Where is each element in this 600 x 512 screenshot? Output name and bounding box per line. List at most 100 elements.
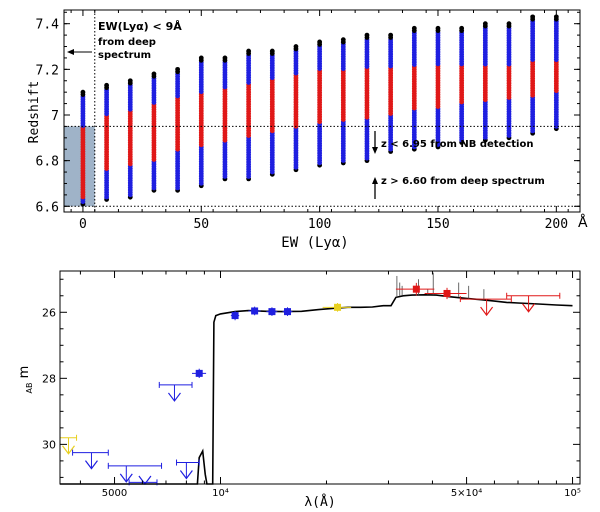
arrow-down-icon <box>167 392 181 402</box>
column-ew-180 <box>506 21 512 141</box>
point-black <box>459 25 465 31</box>
annotation-ew-limit: EW(Lyα) < 9Å <box>98 20 182 33</box>
point-black <box>506 21 512 27</box>
upper-limit <box>59 434 78 455</box>
detection-marker <box>334 303 342 311</box>
point-black <box>411 25 417 31</box>
point-black <box>222 55 228 61</box>
y-axis-title-subscript: AB <box>25 383 34 394</box>
column-ew-100 <box>317 39 323 168</box>
upper-limit <box>107 462 163 483</box>
shaded-region <box>64 126 95 207</box>
column-ew-90 <box>293 44 299 173</box>
point-black <box>530 14 536 20</box>
detection-point <box>322 303 352 312</box>
point-black <box>269 48 275 54</box>
upper-limit <box>176 459 200 480</box>
detection-point <box>395 282 435 296</box>
point-black <box>482 21 488 27</box>
redshift-ew-panel: 0 50 100 150 200 6.6 6.8 7 7.2 7.4 Redshift EW (L… <box>27 9 588 251</box>
detection-point <box>192 368 207 379</box>
column-ew-60 <box>222 55 228 182</box>
upper-limit <box>158 381 193 402</box>
x-axis-title-wavelength: λ(Å) <box>304 494 335 510</box>
y-tick-label: 7 <box>51 109 59 124</box>
column-ew-130 <box>388 32 394 154</box>
sed-model-curve <box>60 272 573 485</box>
upper-limit <box>506 292 561 313</box>
column-ew-40 <box>175 66 181 193</box>
sed-model-line <box>60 293 573 485</box>
point-black <box>553 14 559 20</box>
column-ew-120 <box>364 32 370 164</box>
photometry-points <box>59 282 561 486</box>
point-black <box>80 89 86 95</box>
detection-marker <box>443 289 451 297</box>
point-black <box>246 48 252 54</box>
guide-lines <box>64 10 580 212</box>
x-tick-label: 150 <box>426 217 449 232</box>
arrow-down-icon <box>480 306 494 317</box>
point-black <box>198 55 204 61</box>
column-ew-140 <box>411 25 417 152</box>
detection-point <box>230 310 240 321</box>
point-black <box>104 82 110 88</box>
detection-point <box>424 287 467 300</box>
point-black <box>388 32 394 38</box>
column-ew-110 <box>340 37 346 166</box>
arrow-up-icon <box>372 177 378 199</box>
x-tick-label: 200 <box>545 217 568 232</box>
arrow-down-icon <box>179 470 193 480</box>
x-axis-title: EW (Lyα) <box>281 235 348 251</box>
detection-marker <box>251 307 259 315</box>
arrow-down-icon <box>522 303 536 313</box>
arrow-down-icon <box>62 445 75 455</box>
y-tick-label: 30 <box>42 438 56 451</box>
x-tick-label: 5×10⁴ <box>451 488 482 499</box>
detection-marker <box>412 285 420 293</box>
x-tick-label: 100 <box>308 217 331 232</box>
point-black <box>435 25 441 31</box>
column-ew-70 <box>246 48 252 182</box>
detection-marker <box>231 312 239 320</box>
x-tick-label: 10⁴ <box>212 488 229 499</box>
y-tick-label: 6.8 <box>36 155 59 170</box>
detection-point <box>248 306 261 316</box>
y-tick-label: 26 <box>42 306 56 319</box>
annotation-ew-limit-line2: from deep <box>98 37 156 48</box>
top-plot-frame <box>63 9 581 213</box>
x-tick-label: 5000 <box>102 488 127 499</box>
point-black <box>175 66 181 72</box>
arrow-down-icon <box>84 460 98 470</box>
column-ew-20 <box>127 78 133 200</box>
detection-point <box>282 307 293 316</box>
detection-marker <box>268 308 276 316</box>
detection-point <box>266 307 278 316</box>
point-black <box>293 44 299 49</box>
annotation-nb-detection: z < 6.95 from NB detection <box>381 139 533 150</box>
column-ew-200 <box>553 14 559 132</box>
point-black <box>151 71 157 77</box>
y-tick-label: 6.6 <box>36 200 59 215</box>
y-axis-title-mab: m <box>17 366 32 379</box>
sed-panel: 5000 10⁴ 5×10⁴ 10⁵ 26 28 30 m AB λ(Å) <box>17 270 581 510</box>
detection-marker <box>284 308 292 316</box>
column-ew-30 <box>151 71 157 193</box>
column-ew-80 <box>269 48 275 177</box>
point-black <box>127 78 133 84</box>
top-axis-ticks: 0 50 100 150 200 6.6 6.8 7 7.2 7.4 <box>36 10 580 232</box>
column-ew-170 <box>482 21 488 143</box>
y-tick-label: 7.4 <box>36 18 60 33</box>
column-ew-150 <box>435 25 441 150</box>
upper-limit <box>459 296 512 317</box>
arrow-left-icon <box>67 49 92 55</box>
column-ew-160 <box>459 25 465 145</box>
x-axis-unit: Å <box>578 214 588 231</box>
x-tick-label: 0 <box>79 217 87 232</box>
x-tick-label: 50 <box>193 217 209 232</box>
column-ew-50 <box>198 55 204 189</box>
redshift-columns <box>80 14 559 207</box>
arrow-down-icon <box>372 131 378 154</box>
point-black <box>364 32 370 38</box>
